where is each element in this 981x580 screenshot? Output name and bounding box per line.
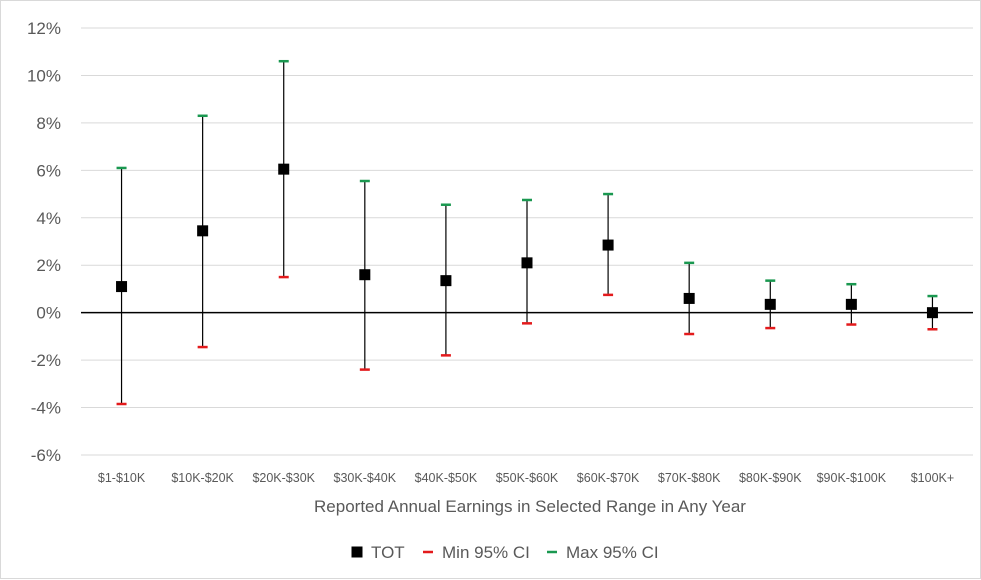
x-tick-label: $1-$10K: [98, 471, 146, 485]
tot-point: [845, 298, 857, 310]
y-tick-label: 12%: [27, 19, 61, 38]
y-tick-label: 8%: [36, 114, 61, 133]
x-tick-label: $30K-$40K: [334, 471, 397, 485]
legend-swatch-tot: [351, 546, 363, 558]
y-tick-label: -2%: [31, 351, 61, 370]
x-axis-ticks: $1-$10K $10K-$20K $20K-$30K $30K-$40K $40K-$…: [98, 471, 954, 485]
x-tick-label: $80K-$90K: [739, 471, 802, 485]
legend-label: TOT: [371, 543, 405, 562]
y-tick-label: 6%: [36, 161, 61, 180]
x-tick-label: $60K-$70K: [577, 471, 640, 485]
x-tick-label: $40K-$50K: [415, 471, 478, 485]
tot-point: [521, 257, 533, 269]
tot-point: [359, 269, 371, 281]
x-tick-label: $90K-$100K: [817, 471, 887, 485]
tot-point: [440, 275, 452, 287]
tot-point: [683, 292, 695, 304]
tot-point: [764, 298, 776, 310]
y-tick-label: -4%: [31, 399, 61, 418]
data-marks: [116, 59, 938, 406]
tot-point: [926, 307, 938, 319]
tot-point: [197, 225, 209, 237]
legend: TOT Min 95% CI Max 95% CI: [351, 543, 659, 562]
x-axis-title: Reported Annual Earnings in Selected Ran…: [314, 497, 746, 516]
tot-point: [602, 239, 614, 251]
y-tick-label: 4%: [36, 209, 61, 228]
x-tick-label: $70K-$80K: [658, 471, 721, 485]
tot-point: [116, 281, 128, 293]
y-tick-label: 2%: [36, 256, 61, 275]
tot-point: [278, 163, 290, 175]
x-tick-label: $50K-$60K: [496, 471, 559, 485]
legend-label: Max 95% CI: [566, 543, 659, 562]
error-bars: [120, 61, 934, 404]
y-tick-label: -6%: [31, 446, 61, 465]
y-tick-label: 10%: [27, 66, 61, 85]
legend-label: Min 95% CI: [442, 543, 530, 562]
y-axis-ticks: -6% -4% -2% 0% 2% 4% 6% 8% 10% 12%: [27, 19, 61, 465]
y-tick-label: 0%: [36, 304, 61, 323]
x-tick-label: $20K-$30K: [252, 471, 315, 485]
x-tick-label: $10K-$20K: [171, 471, 234, 485]
x-tick-label: $100K+: [911, 471, 954, 485]
